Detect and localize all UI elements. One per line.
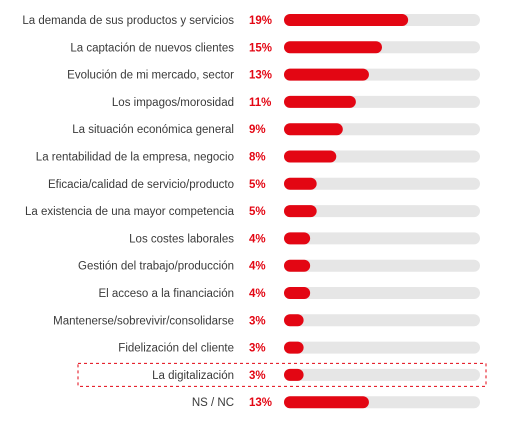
category-label: La digitalización bbox=[152, 370, 234, 382]
bar-row: El acceso a la financiación 4% bbox=[98, 287, 480, 300]
value-label: 13% bbox=[249, 70, 272, 82]
value-label: 5% bbox=[249, 206, 266, 218]
value-label: 8% bbox=[249, 152, 266, 164]
bar-track bbox=[284, 287, 480, 299]
value-label: 15% bbox=[249, 42, 272, 54]
bar bbox=[284, 368, 304, 381]
bar-row: La situación económica general 9% bbox=[72, 123, 480, 136]
bar-row: Los impagos/morosidad 11% bbox=[112, 95, 480, 109]
bar-row: La captación de nuevos clientes 15% bbox=[70, 41, 480, 54]
bar bbox=[284, 314, 304, 327]
bar-row: Evolución de mi mercado, sector 13% bbox=[67, 68, 480, 82]
value-label: 19% bbox=[249, 15, 272, 27]
bar-track bbox=[284, 232, 480, 245]
bar-track bbox=[284, 259, 480, 272]
value-label: 4% bbox=[249, 261, 266, 273]
value-label: 11% bbox=[249, 97, 271, 109]
value-label: 13% bbox=[249, 397, 272, 409]
bar-row: La demanda de sus productos y servicios 1… bbox=[22, 14, 480, 27]
value-label: 4% bbox=[249, 233, 266, 245]
category-label: NS / NC bbox=[192, 397, 234, 409]
value-label: 9% bbox=[249, 124, 266, 136]
value-label: 3% bbox=[249, 370, 266, 382]
bar bbox=[284, 396, 369, 409]
bar-track bbox=[284, 368, 480, 381]
bar-row: La existencia de una mayor competencia 5% bbox=[25, 205, 480, 218]
category-label: Los costes laborales bbox=[129, 233, 234, 245]
bar-track bbox=[284, 314, 480, 327]
bar bbox=[284, 287, 311, 299]
category-label: La situación económica general bbox=[72, 124, 234, 136]
category-label: Evolución de mi mercado, sector bbox=[67, 70, 234, 82]
category-label: La captación de nuevos clientes bbox=[70, 42, 234, 54]
bar-row: Eficacia/calidad de servicio/producto 5% bbox=[48, 177, 480, 191]
value-label: 4% bbox=[249, 288, 266, 300]
category-label: La rentabilidad de la empresa, negocio bbox=[36, 152, 234, 164]
bar-row: Mantenerse/sobrevivir/consolidarse 3% bbox=[53, 314, 480, 327]
bar bbox=[284, 232, 311, 245]
bar bbox=[284, 41, 382, 54]
bar-row: NS / NC 13% bbox=[192, 396, 480, 409]
bar bbox=[284, 259, 311, 272]
bar-track bbox=[284, 177, 480, 190]
bar bbox=[284, 95, 356, 108]
bar-row: Los costes laborales 4% bbox=[129, 232, 480, 245]
bar-track bbox=[284, 341, 480, 354]
bar bbox=[284, 150, 337, 163]
category-label: El acceso a la financiación bbox=[98, 288, 234, 300]
category-label: Mantenerse/sobrevivir/consolidarse bbox=[53, 315, 234, 327]
value-label: 5% bbox=[249, 179, 266, 191]
bar-row: Gestión del trabajo/producción 4% bbox=[78, 259, 480, 273]
category-label: Los impagos/morosidad bbox=[112, 97, 234, 109]
bar-row: La rentabilidad de la empresa, negocio 8% bbox=[36, 150, 480, 164]
bar bbox=[284, 341, 304, 354]
bar bbox=[284, 177, 317, 190]
bar bbox=[284, 14, 409, 26]
category-label: Eficacia/calidad de servicio/producto bbox=[48, 179, 234, 191]
bar bbox=[284, 205, 317, 218]
bar bbox=[284, 123, 343, 136]
bar bbox=[284, 68, 369, 81]
bar-track bbox=[284, 205, 480, 218]
bar-row: Fidelización del cliente 3% bbox=[118, 341, 480, 355]
value-label: 3% bbox=[249, 343, 266, 355]
highlight-box bbox=[77, 362, 487, 387]
category-label: La existencia de una mayor competencia bbox=[25, 206, 235, 218]
category-label: La demanda de sus productos y servicios bbox=[22, 15, 234, 27]
bar-row: La digitalización 3% bbox=[152, 368, 480, 382]
value-label: 3% bbox=[249, 315, 266, 327]
category-label: Fidelización del cliente bbox=[118, 343, 234, 355]
category-label: Gestión del trabajo/producción bbox=[78, 261, 234, 273]
